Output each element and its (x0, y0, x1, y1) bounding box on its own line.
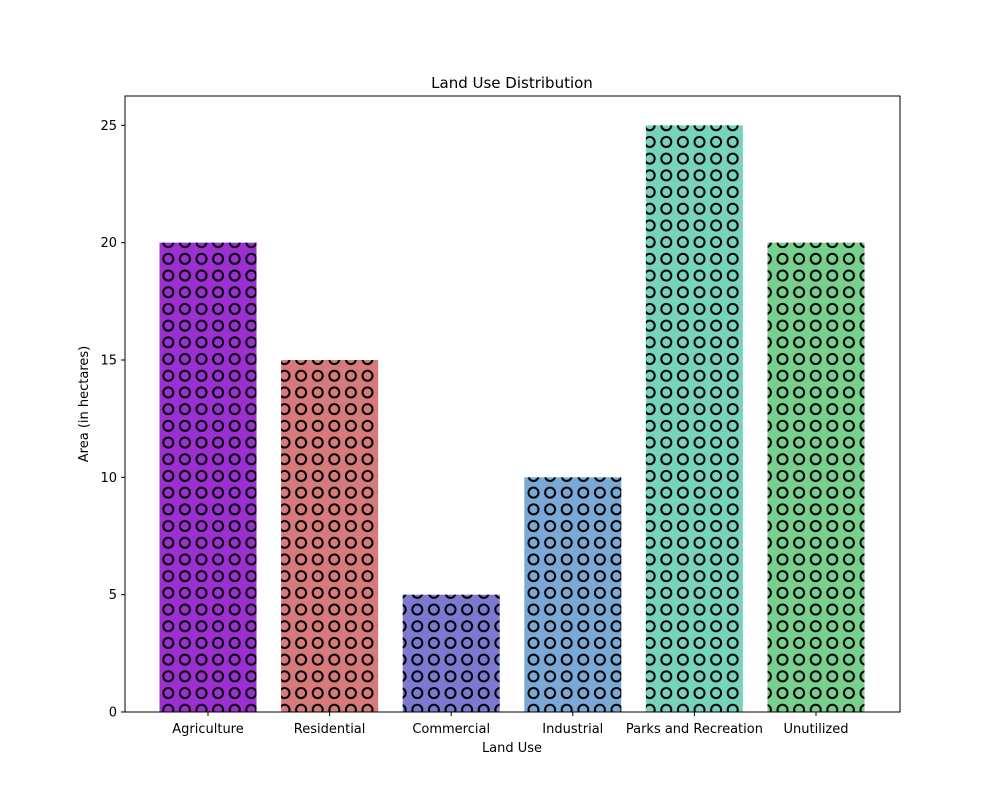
bar-hatch (767, 242, 865, 712)
plot-frame (124, 95, 901, 713)
x-tick-label: Commercial (412, 722, 490, 737)
x-tick-label: Unutilized (784, 722, 849, 737)
chart-title: Land Use Distribution (431, 74, 593, 92)
x-tick-label: Industrial (542, 722, 603, 737)
x-tick-label: Residential (294, 722, 366, 737)
y-axis-label: Area (in hectares) (77, 346, 92, 462)
bar-hatch (402, 594, 500, 712)
x-tick-label: Agriculture (172, 722, 244, 737)
y-tick-label: 10 (100, 471, 117, 486)
x-axis-label: Land Use (482, 741, 542, 756)
x-axis-ticks: Agriculture Residential Commercial Industri… (172, 712, 849, 737)
y-axis-ticks: 0 5 10 15 20 25 (100, 119, 125, 721)
x-tick-label: Parks and Recreation (626, 722, 763, 737)
y-tick-label: 15 (100, 354, 117, 369)
bar-hatch (524, 477, 622, 712)
y-tick-label: 0 (109, 706, 117, 721)
bar-hatch (645, 125, 743, 713)
bar-hatch (281, 360, 379, 712)
bars-layer (159, 125, 865, 713)
y-tick-label: 25 (100, 119, 117, 134)
y-tick-label: 20 (100, 236, 117, 251)
y-tick-label: 5 (109, 588, 117, 603)
bar-hatch (159, 242, 257, 712)
